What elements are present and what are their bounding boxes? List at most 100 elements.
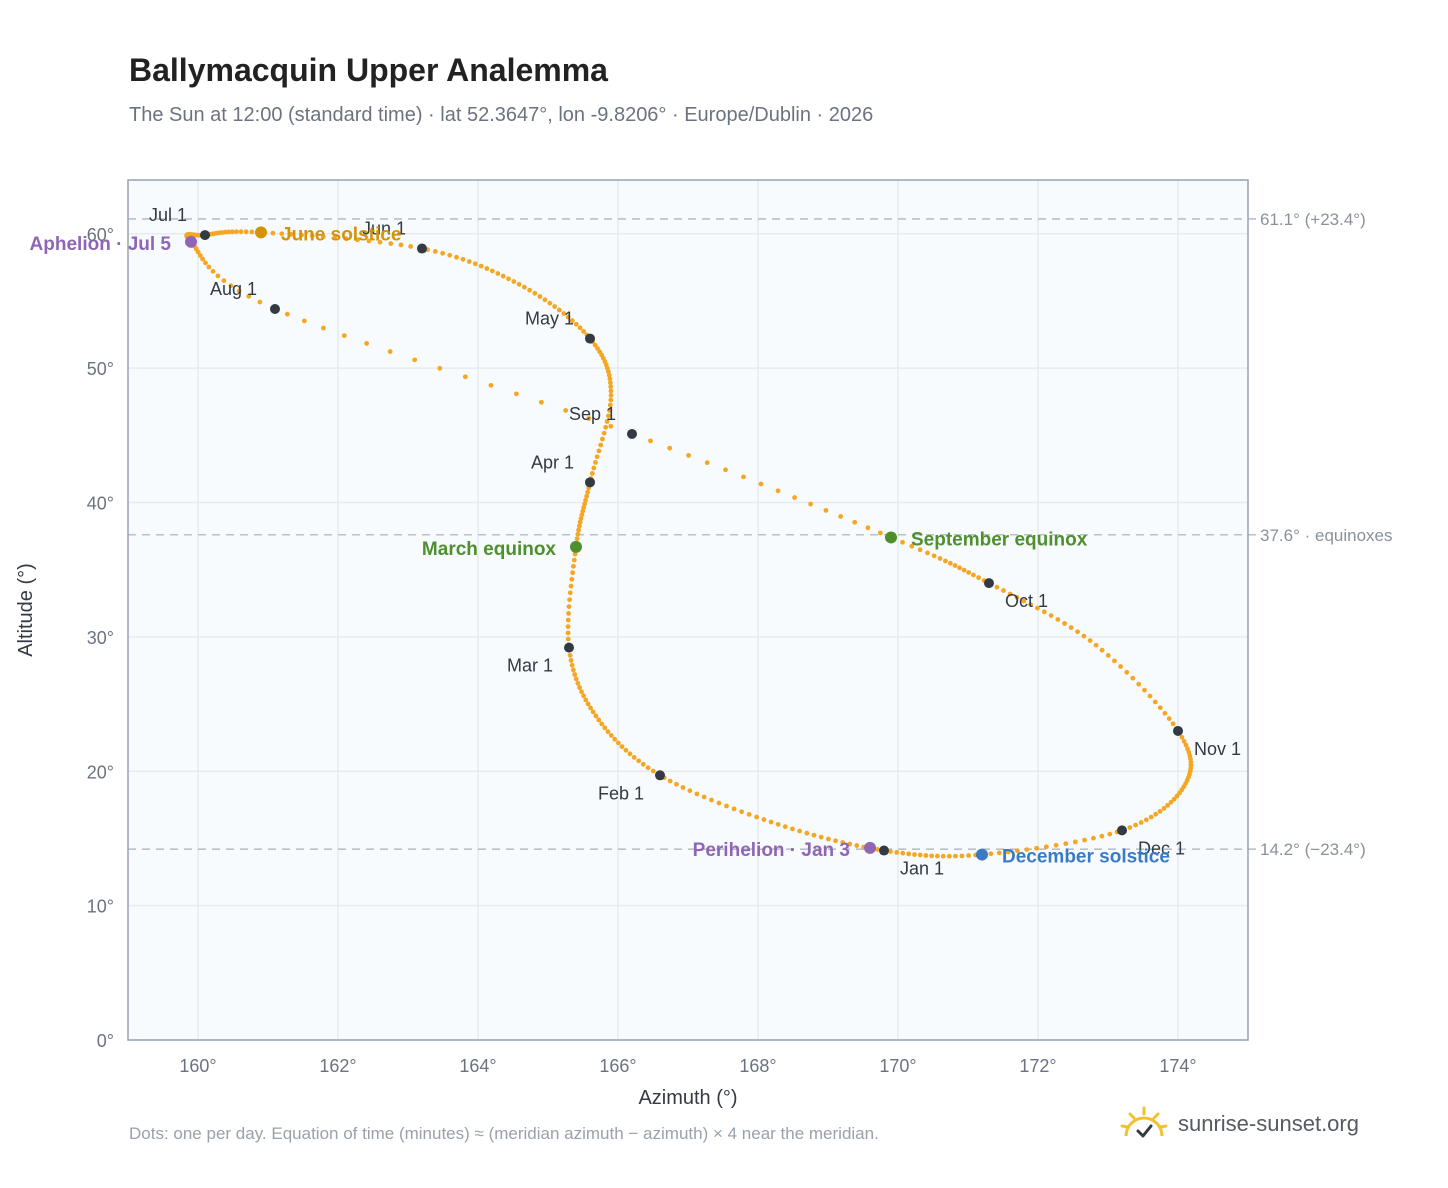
y-tick-label: 20° [87, 762, 114, 782]
daily-dot [578, 516, 584, 521]
daily-dot [604, 419, 610, 424]
daily-dot [516, 281, 522, 287]
daily-dot [775, 488, 781, 494]
month-marker [417, 243, 427, 254]
daily-dot [565, 314, 571, 320]
daily-dot [210, 268, 216, 274]
daily-dot [246, 293, 252, 299]
daily-dot [364, 341, 370, 346]
daily-dot [1099, 833, 1105, 839]
x-tick-label: 164° [459, 1056, 496, 1076]
month-marker-label: May 1 [525, 309, 574, 329]
daily-dot [1127, 825, 1133, 830]
daily-dot [572, 551, 578, 557]
daily-dot [567, 597, 573, 603]
daily-dot [571, 563, 576, 569]
daily-dot [1063, 841, 1069, 847]
daily-dot [674, 781, 679, 787]
daily-dot [1024, 847, 1030, 852]
daily-dot [627, 751, 633, 757]
daily-dot [847, 841, 853, 847]
daily-dot [511, 279, 517, 284]
daily-dot [590, 709, 596, 715]
daily-dot [1001, 588, 1006, 593]
daily-dot [966, 570, 972, 575]
daily-dot [565, 630, 571, 636]
daily-dot [398, 242, 404, 248]
analemma-path [184, 229, 1194, 859]
daily-dot [996, 850, 1002, 856]
reference-lines: 61.1° (+23.4°) 37.6° · equinoxes 14.2° (−2… [128, 210, 1393, 859]
event-label: March equinox [422, 539, 557, 560]
y-tick-label: 0° [97, 1031, 114, 1051]
daily-dot [1028, 602, 1034, 607]
daily-dot [1021, 598, 1027, 604]
x-tick-label: 174° [1159, 1056, 1196, 1076]
daily-dot [321, 325, 326, 331]
daily-dot [593, 713, 599, 719]
x-tick-label: 170° [879, 1056, 916, 1076]
daily-dot [462, 374, 468, 380]
daily-dot [818, 834, 824, 840]
daily-dot [754, 814, 759, 820]
daily-dot [1014, 848, 1020, 854]
daily-dot [917, 852, 923, 858]
daily-dot [607, 407, 612, 413]
daily-dot [694, 791, 700, 797]
daily-dot [840, 840, 846, 845]
daily-dot [569, 576, 575, 582]
daily-dot [686, 452, 691, 458]
daily-dot [1055, 617, 1061, 622]
daily-dot [971, 572, 976, 578]
daily-dot [942, 558, 948, 564]
daily-dot [366, 238, 372, 244]
daily-dot [355, 237, 360, 243]
daily-dot [852, 519, 858, 525]
event-marker [185, 235, 197, 248]
daily-dot [931, 553, 937, 559]
daily-dot [567, 652, 573, 658]
daily-dot [270, 230, 276, 236]
daily-dot [538, 399, 544, 405]
daily-dot [615, 740, 621, 746]
daily-dot [1043, 844, 1049, 850]
daily-dot [1005, 849, 1011, 855]
daily-dot [1162, 710, 1168, 716]
daily-dot [556, 307, 562, 313]
daily-dot [1093, 642, 1099, 648]
daily-dot [601, 430, 607, 436]
daily-dot [583, 497, 588, 503]
month-marker-label: Sep 1 [569, 404, 616, 424]
daily-dot [966, 853, 972, 858]
daily-dot [332, 235, 338, 241]
daily-dot [608, 388, 614, 394]
x-tick-label: 168° [739, 1056, 776, 1076]
daily-dot [912, 852, 917, 857]
y-tick-label: 40° [87, 494, 114, 514]
daily-dot [900, 850, 906, 856]
daily-dot [472, 261, 478, 267]
daily-dot [894, 849, 900, 855]
daily-dot [589, 470, 595, 476]
month-marker [564, 642, 574, 653]
daily-dot [961, 567, 967, 573]
plot-border [127, 179, 1249, 1041]
daily-dot [437, 365, 443, 371]
daily-dot [500, 273, 506, 279]
daily-dot [598, 442, 604, 448]
x-axis-title: Azimuth (°) [638, 1087, 737, 1109]
daily-dot [929, 853, 935, 859]
month-marker-label: Nov 1 [1194, 739, 1241, 759]
daily-dot [593, 460, 598, 465]
daily-dot [581, 505, 587, 510]
brand[interactable]: sunrise-sunset.org [1120, 1104, 1359, 1144]
daily-dot [775, 821, 781, 827]
daily-dot [1068, 625, 1074, 630]
daily-dot [576, 523, 582, 529]
daily-dot [521, 284, 527, 290]
daily-dot [576, 527, 582, 533]
daily-dot [952, 563, 958, 568]
month-marker-label: Dec 1 [1138, 838, 1185, 858]
daily-dot [994, 584, 1000, 590]
